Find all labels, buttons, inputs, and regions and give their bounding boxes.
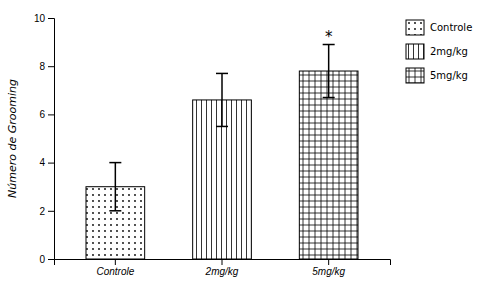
legend-label: 5mg/kg [430,70,468,81]
error-bar-stem [221,73,223,126]
x-tick-mark [328,259,329,265]
significance-marker: * [325,28,333,46]
x-tick: 2mg/kg [205,259,239,277]
y-axis-title: Número de Grooming [6,79,19,198]
error-bar-cap [216,126,228,128]
y-tick-mark [48,259,54,260]
y-axis: 0 2 4 6 8 10 [34,13,55,265]
x-axis: Controle 2mg/kg 5mg/kg [55,259,391,277]
error-bar-stem [115,163,117,211]
legend-label: Controle [430,22,472,33]
error-bar-cap [109,210,121,212]
legend-item: Controle [406,20,472,35]
legend-swatch [406,44,424,59]
chart-svg: 0 2 4 6 8 10 Controle 2mg/kg 5mg/kg Número de Gro… [0,0,494,289]
y-tick-label: 6 [39,109,45,120]
y-tick: 8 [39,61,54,72]
y-tick: 6 [39,109,54,120]
y-tick-mark [48,114,54,115]
y-tick: 10 [34,13,54,24]
legend: Controle 2mg/kg 5mg/kg [406,20,472,83]
x-tick: Controle [96,259,134,277]
y-tick-mark [48,18,54,19]
bar [299,71,358,259]
y-tick-label: 4 [39,157,45,168]
x-tick-mark [115,259,116,265]
legend-swatch [406,68,424,83]
y-tick-mark [48,66,54,67]
error-bar-cap [323,97,335,99]
error-bar-cap [216,73,228,75]
x-tick-label: Controle [96,266,134,277]
legend-item: 5mg/kg [406,68,468,83]
y-tick: 0 [39,254,54,265]
y-tick: 2 [39,206,54,217]
y-tick-label: 0 [39,254,45,265]
legend-swatch [406,20,424,35]
error-bar-cap [109,162,121,164]
legend-label: 2mg/kg [430,46,468,57]
y-tick-label: 10 [34,13,46,24]
error-bar-stem [328,45,330,98]
plot: 0 2 4 6 8 10 Controle 2mg/kg 5mg/kg Número de Gro… [6,13,391,277]
x-tick: 5mg/kg [312,259,345,277]
error-bar [109,163,121,211]
y-tick-label: 8 [39,61,45,72]
x-tick-mark [222,259,223,265]
y-tick: 4 [39,157,54,168]
axis-line [55,260,391,266]
y-tick-mark [48,163,54,164]
y-tick-label: 2 [39,206,45,217]
x-tick-label: 2mg/kg [205,266,239,277]
marks [86,45,358,259]
axis-line [48,19,55,260]
legend-item: 2mg/kg [406,44,468,59]
chart-container: 0 2 4 6 8 10 Controle 2mg/kg 5mg/kg Número de Gro… [0,0,494,289]
error-bar [216,73,228,126]
x-tick-label: 5mg/kg [312,266,345,277]
error-bar [323,45,335,98]
y-tick-mark [48,211,54,212]
